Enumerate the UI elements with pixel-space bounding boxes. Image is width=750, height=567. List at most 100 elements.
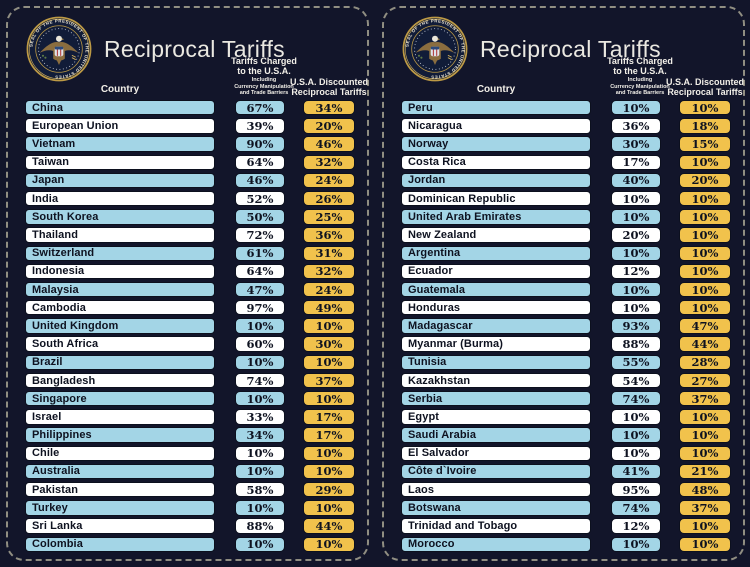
country-cell: Chile [25, 445, 215, 461]
charged-tariff-cell: 10% [611, 300, 661, 316]
charged-tariff-cell: 10% [611, 245, 661, 261]
country-cell: Costa Rica [401, 154, 591, 170]
discounted-tariff-cell: 10% [679, 245, 731, 261]
panel-title: Reciprocal Tariffs [480, 36, 661, 62]
country-cell: Thailand [25, 227, 215, 243]
discounted-tariff-cell: 31% [303, 245, 355, 261]
country-cell: Jordan [401, 172, 591, 189]
charged-tariff-cell: 72% [235, 227, 285, 243]
table-row: South Korea 50% 25% [20, 209, 355, 225]
table-row: Guatemala 10% 10% [396, 281, 731, 298]
table-row: Tunisia 55% 28% [396, 354, 731, 371]
column-header-charged: Tariffs Charged to the U.S.A. Including … [607, 56, 673, 97]
discounted-tariff-cell: 37% [679, 391, 731, 407]
country-cell: Australia [25, 463, 215, 480]
charged-tariff-cell: 10% [235, 445, 285, 461]
charged-tariff-cell: 10% [611, 281, 661, 298]
country-cell: Serbia [401, 391, 591, 407]
table-row: Indonesia 64% 32% [20, 263, 355, 280]
column-header-country: Country [476, 84, 516, 95]
charged-tariff-cell: 10% [611, 427, 661, 443]
country-cell: Côte d`Ivoire [401, 463, 591, 480]
discounted-tariff-cell: 44% [303, 518, 355, 534]
charged-tariff-cell: 88% [235, 518, 285, 534]
discounted-tariff-cell: 15% [679, 136, 731, 152]
charged-tariff-cell: 55% [611, 354, 661, 371]
discounted-tariff-cell: 44% [679, 336, 731, 352]
country-cell: Dominican Republic [401, 190, 591, 207]
discounted-tariff-cell: 48% [679, 481, 731, 498]
country-cell: El Salvador [401, 445, 591, 461]
country-cell: Madagascar [401, 318, 591, 334]
table-row: Thailand 72% 36% [20, 227, 355, 243]
country-cell: Taiwan [25, 154, 215, 170]
charged-tariff-cell: 67% [235, 100, 285, 116]
table-row: New Zealand 20% 10% [396, 227, 731, 243]
country-cell: Sri Lanka [25, 518, 215, 534]
column-header-charged: Tariffs Charged to the U.S.A. Including … [231, 56, 297, 97]
country-cell: Honduras [401, 300, 591, 316]
country-cell: Norway [401, 136, 591, 152]
table-row: United Kingdom 10% 10% [20, 318, 355, 334]
charged-tariff-cell: 10% [235, 500, 285, 516]
charged-tariff-cell: 10% [611, 100, 661, 116]
table-row: Malaysia 47% 24% [20, 281, 355, 298]
table-row: Sri Lanka 88% 44% [20, 518, 355, 534]
table-row: Brazil 10% 10% [20, 354, 355, 371]
country-cell: Switzerland [25, 245, 215, 261]
panel-title: Reciprocal Tariffs [104, 36, 285, 62]
country-cell: Turkey [25, 500, 215, 516]
discounted-tariff-cell: 10% [679, 409, 731, 425]
discounted-tariff-cell: 17% [303, 409, 355, 425]
discounted-tariff-cell: 10% [679, 536, 731, 552]
country-cell: South Africa [25, 336, 215, 352]
country-cell: Kazakhstan [401, 372, 591, 389]
discounted-tariff-cell: 20% [303, 118, 355, 134]
discounted-tariff-cell: 27% [679, 372, 731, 389]
charged-tariff-cell: 10% [235, 354, 285, 371]
discounted-tariff-cell: 24% [303, 281, 355, 298]
tariff-table: China 67% 34% European Union 39% 20% Vie… [20, 100, 355, 552]
discounted-tariff-cell: 36% [303, 227, 355, 243]
table-row: Kazakhstan 54% 27% [396, 372, 731, 389]
tariff-panel-right: SEAL OF THE PRESIDENT OF THE UNITED STAT… [382, 6, 745, 561]
discounted-tariff-cell: 10% [679, 100, 731, 116]
discounted-tariff-cell: 10% [679, 263, 731, 280]
table-row: Ecuador 12% 10% [396, 263, 731, 280]
table-row: Turkey 10% 10% [20, 500, 355, 516]
charged-tariff-cell: 88% [611, 336, 661, 352]
discounted-tariff-cell: 18% [679, 118, 731, 134]
discounted-tariff-cell: 10% [679, 281, 731, 298]
charged-tariff-cell: 39% [235, 118, 285, 134]
country-cell: China [25, 100, 215, 116]
country-cell: Egypt [401, 409, 591, 425]
table-row: Taiwan 64% 32% [20, 154, 355, 170]
country-cell: Brazil [25, 354, 215, 371]
country-cell: Singapore [25, 391, 215, 407]
discounted-tariff-cell: 26% [303, 190, 355, 207]
charged-tariff-cell: 40% [611, 172, 661, 189]
country-cell: Guatemala [401, 281, 591, 298]
country-cell: Cambodia [25, 300, 215, 316]
discounted-tariff-cell: 10% [679, 209, 731, 225]
discounted-tariff-cell: 10% [679, 300, 731, 316]
charged-tariff-cell: 10% [611, 536, 661, 552]
discounted-tariff-cell: 17% [303, 427, 355, 443]
table-row: Honduras 10% 10% [396, 300, 731, 316]
table-row: Norway 30% 15% [396, 136, 731, 152]
table-row: Morocco 10% 10% [396, 536, 731, 552]
tariff-panel-left: SEAL OF THE PRESIDENT OF THE UNITED STAT… [6, 6, 369, 561]
table-row: Côte d`Ivoire 41% 21% [396, 463, 731, 480]
table-row: Vietnam 90% 46% [20, 136, 355, 152]
table-row: Serbia 74% 37% [396, 391, 731, 407]
country-cell: Myanmar (Burma) [401, 336, 591, 352]
country-cell: Malaysia [25, 281, 215, 298]
discounted-tariff-cell: 28% [679, 354, 731, 371]
table-row: Israel 33% 17% [20, 409, 355, 425]
charged-tariff-cell: 61% [235, 245, 285, 261]
table-row: Cambodia 97% 49% [20, 300, 355, 316]
charged-tariff-cell: 52% [235, 190, 285, 207]
discounted-tariff-cell: 10% [679, 518, 731, 534]
discounted-tariff-cell: 49% [303, 300, 355, 316]
country-cell: Trinidad and Tobago [401, 518, 591, 534]
